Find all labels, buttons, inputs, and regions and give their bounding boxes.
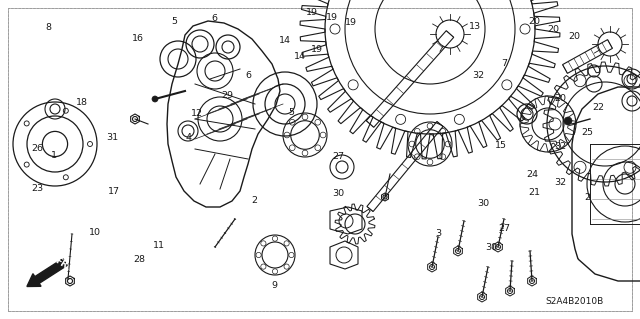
Text: S2A4B2010B: S2A4B2010B xyxy=(546,296,604,306)
Text: 3: 3 xyxy=(435,229,442,238)
Text: 19: 19 xyxy=(307,8,318,17)
Text: 16: 16 xyxy=(132,34,143,43)
Text: 6: 6 xyxy=(211,14,218,23)
Text: 20: 20 xyxy=(554,94,566,103)
Text: 30: 30 xyxy=(486,243,497,252)
Text: 4: 4 xyxy=(186,133,192,142)
Text: 20: 20 xyxy=(529,17,540,26)
Text: FR.: FR. xyxy=(52,256,72,272)
Text: 17: 17 xyxy=(108,187,120,196)
Text: 9: 9 xyxy=(271,281,277,290)
Text: 23: 23 xyxy=(31,184,43,193)
Circle shape xyxy=(152,96,158,102)
Text: 19: 19 xyxy=(345,19,356,27)
Circle shape xyxy=(564,117,572,125)
Text: 7: 7 xyxy=(501,59,508,68)
Text: 29: 29 xyxy=(221,91,233,100)
Text: 32: 32 xyxy=(473,71,484,80)
Text: 31: 31 xyxy=(106,133,118,142)
Text: 18: 18 xyxy=(76,98,88,107)
Text: 32: 32 xyxy=(554,142,566,151)
Text: 21: 21 xyxy=(529,188,540,197)
Text: 10: 10 xyxy=(89,228,100,237)
Text: 8: 8 xyxy=(45,23,51,32)
Text: 22: 22 xyxy=(593,103,604,112)
Text: 6: 6 xyxy=(245,71,252,80)
Text: 2: 2 xyxy=(252,197,258,205)
Text: 19: 19 xyxy=(311,45,323,54)
Text: 26: 26 xyxy=(31,144,43,153)
Text: 27: 27 xyxy=(499,224,510,233)
FancyArrow shape xyxy=(27,259,67,286)
Text: 20: 20 xyxy=(548,25,559,34)
Text: 5: 5 xyxy=(288,108,294,117)
Text: 30: 30 xyxy=(477,199,489,208)
Text: 32: 32 xyxy=(554,178,566,187)
Text: 12: 12 xyxy=(191,109,203,118)
Text: 11: 11 xyxy=(153,241,164,250)
Text: 1: 1 xyxy=(51,151,58,160)
Text: 5: 5 xyxy=(171,17,177,26)
Text: 25: 25 xyxy=(582,128,593,137)
Text: 27: 27 xyxy=(332,152,344,161)
Text: 14: 14 xyxy=(279,36,291,45)
Text: 30: 30 xyxy=(332,189,344,198)
Text: 14: 14 xyxy=(294,52,305,61)
Text: 2: 2 xyxy=(584,193,591,202)
Text: 24: 24 xyxy=(527,170,538,179)
Text: 20: 20 xyxy=(569,32,580,41)
Text: 28: 28 xyxy=(134,256,145,264)
Text: 13: 13 xyxy=(469,22,481,31)
Text: 19: 19 xyxy=(326,13,337,22)
Text: 15: 15 xyxy=(495,141,506,150)
